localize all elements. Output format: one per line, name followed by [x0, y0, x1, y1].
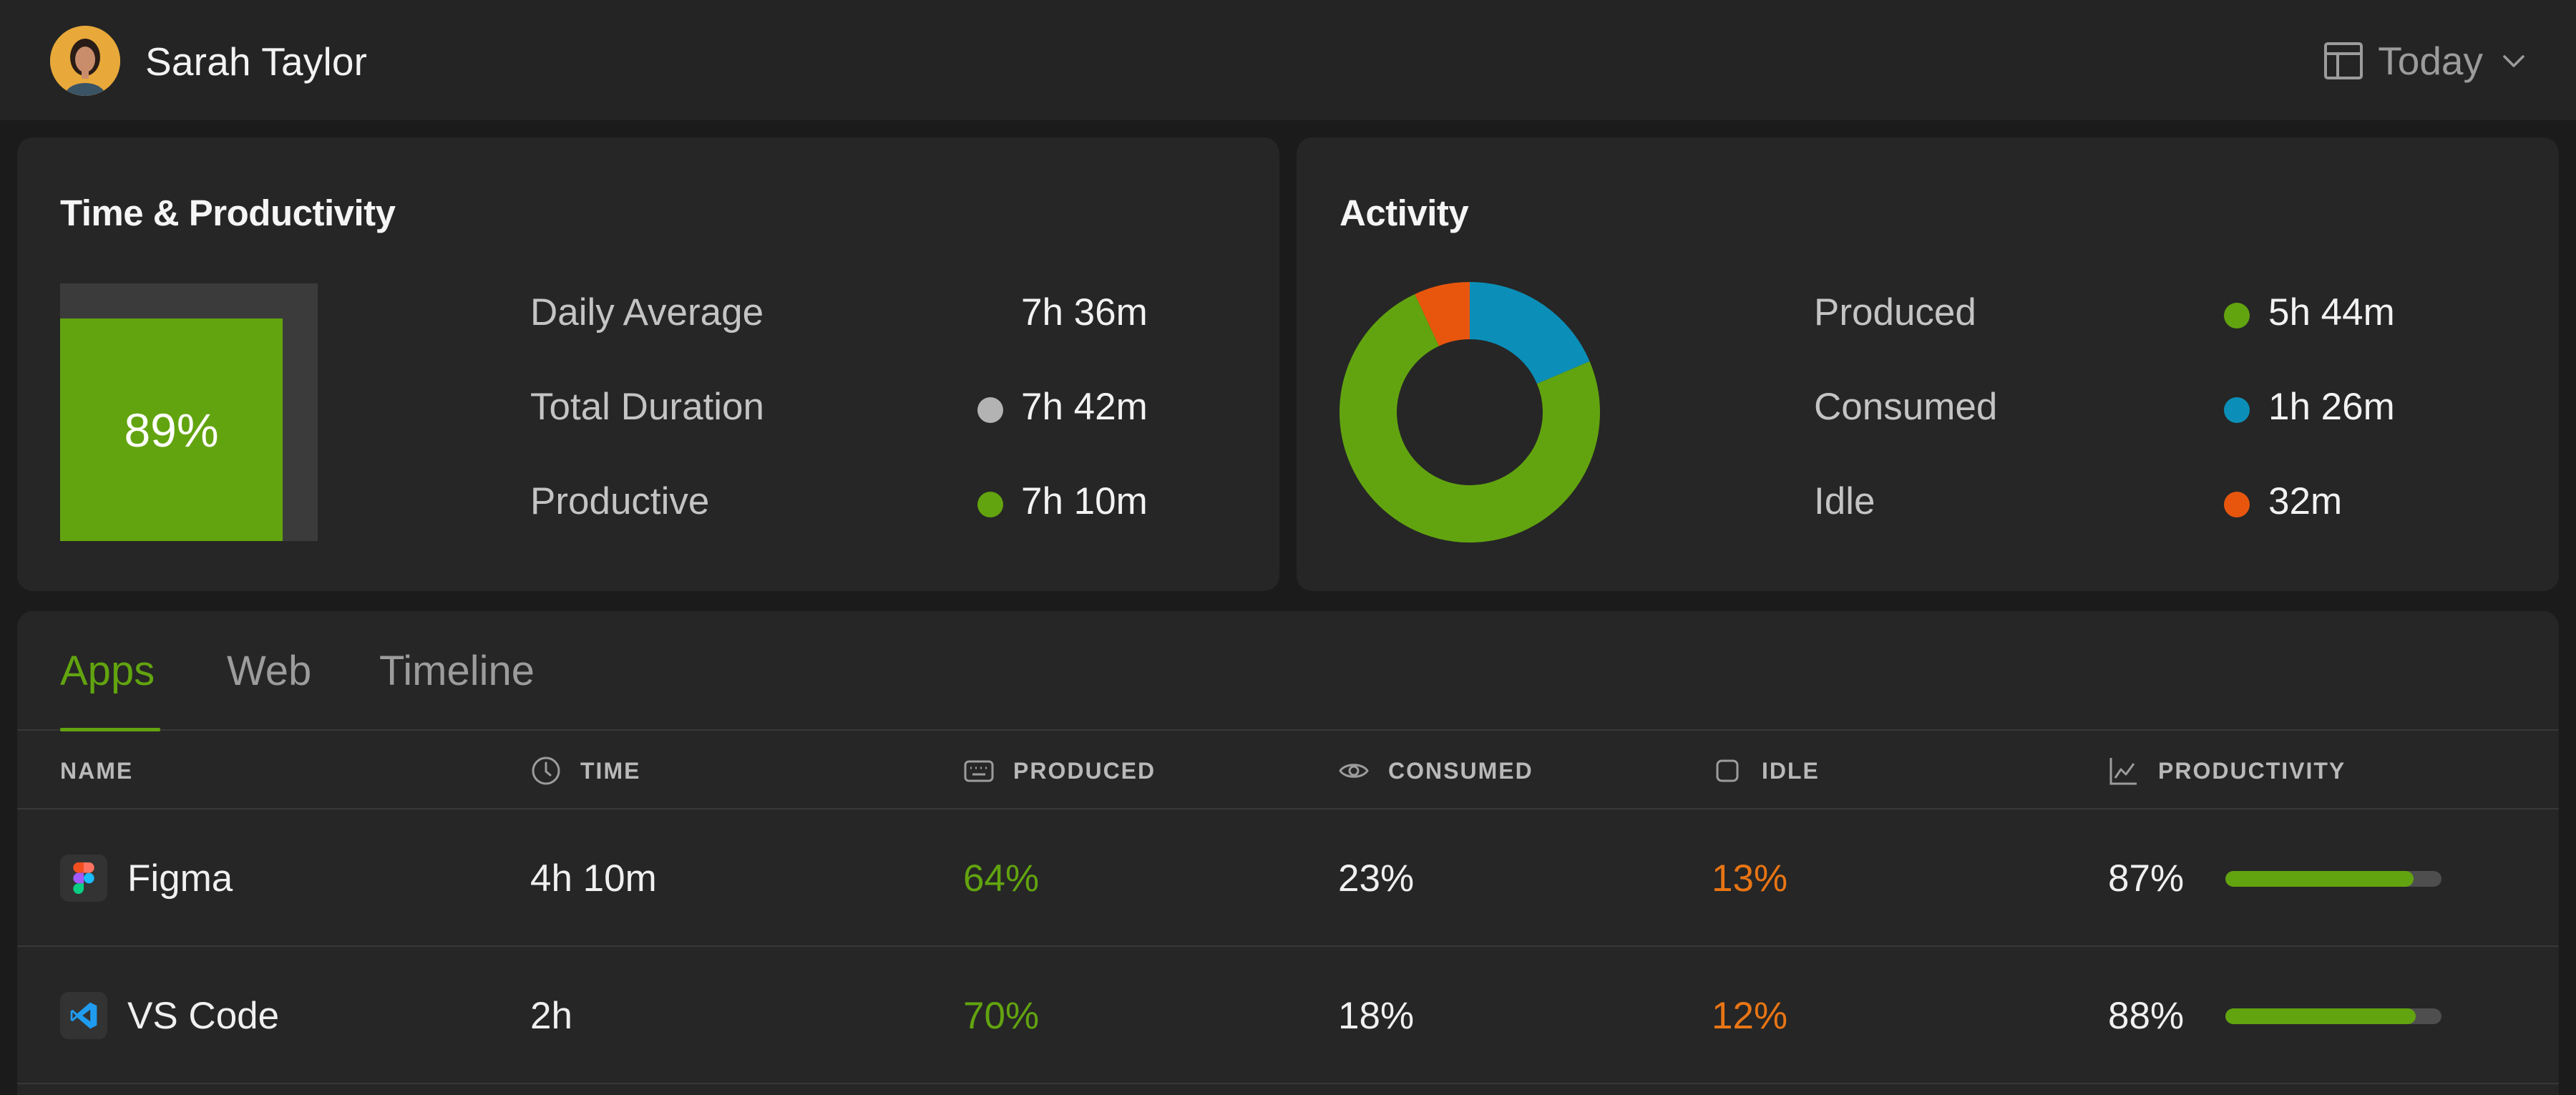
column-header-productivity[interactable]: PRODUCTIVITY [2108, 732, 2346, 809]
app-name-cell: VS Code [60, 947, 279, 1084]
stat-label-total-duration: Total Duration [530, 386, 765, 428]
user-name: Sarah Taylor [145, 39, 368, 84]
activity-label-consumed: Consumed [1814, 386, 1998, 428]
app-name: VS Code [127, 994, 280, 1037]
table-row[interactable]: VS Code 2h 70% 18% 12% 88% [17, 947, 2559, 1084]
activity-value-consumed: 1h 26m [2268, 386, 2395, 428]
apps-panel: Apps Web Timeline NAME TIME PRODUCED [17, 611, 2559, 1095]
stat-value-total-duration: 7h 42m [1021, 386, 1148, 428]
clock-icon [532, 756, 560, 785]
date-range-label: Today [2378, 39, 2483, 83]
column-header-consumed[interactable]: CONSUMED [1338, 732, 1533, 809]
column-header-name-label: NAME [60, 757, 134, 784]
activity-label-produced: Produced [1814, 291, 1976, 334]
top-bar: Sarah Taylor Today [0, 0, 2576, 120]
activity-value-produced: 5h 44m [2268, 291, 2395, 334]
time-cell: 2h [530, 994, 572, 1037]
tab-apps[interactable]: Apps [60, 648, 155, 694]
produced-cell: 64% [963, 857, 1040, 900]
produced-cell: 70% [963, 994, 1040, 1037]
tab-timeline[interactable]: Timeline [379, 648, 535, 694]
column-header-productivity-label: PRODUCTIVITY [2158, 757, 2346, 784]
time-cell: 4h 10m [530, 857, 657, 900]
productivity-bar [2225, 1008, 2441, 1024]
card-title: Activity [1340, 193, 1469, 233]
productive-dot [977, 492, 1003, 517]
donut-slice-consumed [1468, 282, 1590, 385]
activity-donut-chart [1340, 282, 1600, 542]
column-header-idle-label: IDLE [1762, 757, 1820, 784]
user-avatar[interactable] [50, 26, 120, 96]
app-name: Figma [127, 857, 233, 900]
productivity-percent: 89% [124, 403, 219, 457]
calendar-icon [2324, 42, 2363, 79]
productivity-cell: 87% [2108, 857, 2185, 900]
stat-label-daily-average: Daily Average [530, 291, 764, 334]
active-tab-indicator [60, 728, 160, 731]
time-productivity-card: Time & Productivity 89% Daily Average 7h… [17, 137, 1279, 591]
app-name-cell: Figma [60, 809, 233, 947]
tab-web[interactable]: Web [227, 648, 312, 694]
idle-cell: 12% [1712, 994, 1788, 1037]
activity-card: Activity Produced 5h 44m Consumed 1h 26m… [1297, 137, 2559, 591]
activity-label-idle: Idle [1814, 480, 1875, 522]
stat-value-productive: 7h 10m [1021, 480, 1148, 522]
donut-slice-produced [1340, 294, 1600, 542]
activity-value-idle: 32m [2268, 480, 2343, 522]
donut-slice-idle [1415, 282, 1471, 346]
total-duration-dot [977, 397, 1003, 423]
consumed-dot [2224, 397, 2250, 423]
stat-label-productive: Productive [530, 480, 710, 522]
productivity-meter-fill: 89% [60, 318, 283, 541]
productivity-bar-fill [2225, 1008, 2416, 1024]
column-header-time-label: TIME [580, 757, 641, 784]
consumed-cell: 18% [1338, 994, 1415, 1037]
column-header-name[interactable]: NAME [60, 732, 133, 809]
column-header-produced[interactable]: PRODUCED [963, 732, 1156, 809]
square-icon [1716, 759, 1739, 782]
productivity-bar [2225, 871, 2441, 887]
tab-bar: Apps Web Timeline [17, 611, 2559, 731]
keyboard-icon [964, 760, 994, 782]
column-header-produced-label: PRODUCED [1013, 757, 1156, 784]
table-header: NAME TIME PRODUCED C [17, 732, 2559, 809]
line-chart-icon [2109, 758, 2137, 785]
productivity-bar-fill [2225, 871, 2414, 887]
vscode-icon [60, 992, 107, 1039]
chevron-down-icon [2503, 55, 2524, 67]
card-title: Time & Productivity [60, 193, 396, 233]
stat-value-daily-average: 7h 36m [1021, 291, 1148, 334]
column-header-idle[interactable]: IDLE [1712, 732, 1820, 809]
idle-dot [2224, 492, 2250, 517]
figma-icon [60, 855, 107, 902]
produced-dot [2224, 303, 2250, 328]
consumed-cell: 23% [1338, 857, 1415, 900]
column-header-time[interactable]: TIME [530, 732, 640, 809]
productivity-meter: 89% [60, 283, 318, 541]
column-header-consumed-label: CONSUMED [1388, 757, 1533, 784]
idle-cell: 13% [1712, 857, 1788, 900]
eye-icon [1339, 764, 1369, 778]
productivity-cell: 88% [2108, 994, 2185, 1037]
date-range-picker[interactable]: Today [2323, 37, 2526, 84]
table-row[interactable]: Figma 4h 10m 64% 23% 13% 87% [17, 809, 2559, 947]
